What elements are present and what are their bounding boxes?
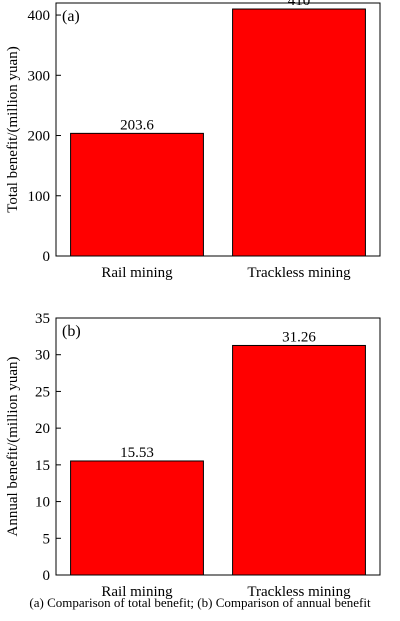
panel-label: (b) bbox=[62, 323, 81, 340]
bar bbox=[232, 344, 366, 576]
bar bbox=[70, 132, 204, 257]
data-label: 410 bbox=[288, 0, 311, 9]
panel-label: (a) bbox=[62, 8, 80, 25]
bar bbox=[70, 460, 204, 576]
axes-frame bbox=[55, 317, 381, 576]
y-tick-label: 100 bbox=[28, 189, 51, 205]
y-tick-label: 5 bbox=[43, 531, 51, 547]
y-tick-label: 10 bbox=[35, 495, 50, 511]
y-tick-label: 15 bbox=[35, 458, 50, 474]
x-tick-label: Trackless mining bbox=[247, 584, 351, 600]
y-tick-label: 35 bbox=[35, 311, 50, 327]
figure-caption: (a) Comparison of total benefit; (b) Com… bbox=[29, 595, 371, 610]
panel-b: 15.53 Rail mining 31.26 Trackless mining 0 5 1… bbox=[5, 311, 381, 600]
y-tick-label: 400 bbox=[28, 8, 51, 24]
y-tick-label: 300 bbox=[28, 68, 51, 84]
y-tick-label: 0 bbox=[43, 249, 51, 265]
panel-a: 203.6 Rail mining 410 Trackless mining 0 100 2… bbox=[5, 0, 381, 281]
axes-frame bbox=[55, 2, 381, 257]
y-tick-label: 25 bbox=[35, 384, 50, 400]
x-tick-label: Rail mining bbox=[101, 265, 173, 281]
data-label: 31.26 bbox=[282, 329, 316, 345]
y-axis-label: Total benefit/(million yuan) bbox=[5, 46, 21, 212]
y-axis-label: Annual benefit/(million yuan) bbox=[5, 357, 21, 537]
bar bbox=[232, 8, 366, 257]
y-tick-label: 200 bbox=[28, 129, 51, 145]
x-tick-label: Trackless mining bbox=[247, 265, 351, 281]
data-label: 203.6 bbox=[120, 117, 154, 133]
x-tick-label: Rail mining bbox=[101, 584, 173, 600]
data-label: 15.53 bbox=[120, 445, 154, 461]
y-tick-label: 30 bbox=[35, 348, 50, 364]
y-tick-label: 0 bbox=[43, 568, 51, 584]
y-tick-label: 20 bbox=[35, 421, 50, 437]
